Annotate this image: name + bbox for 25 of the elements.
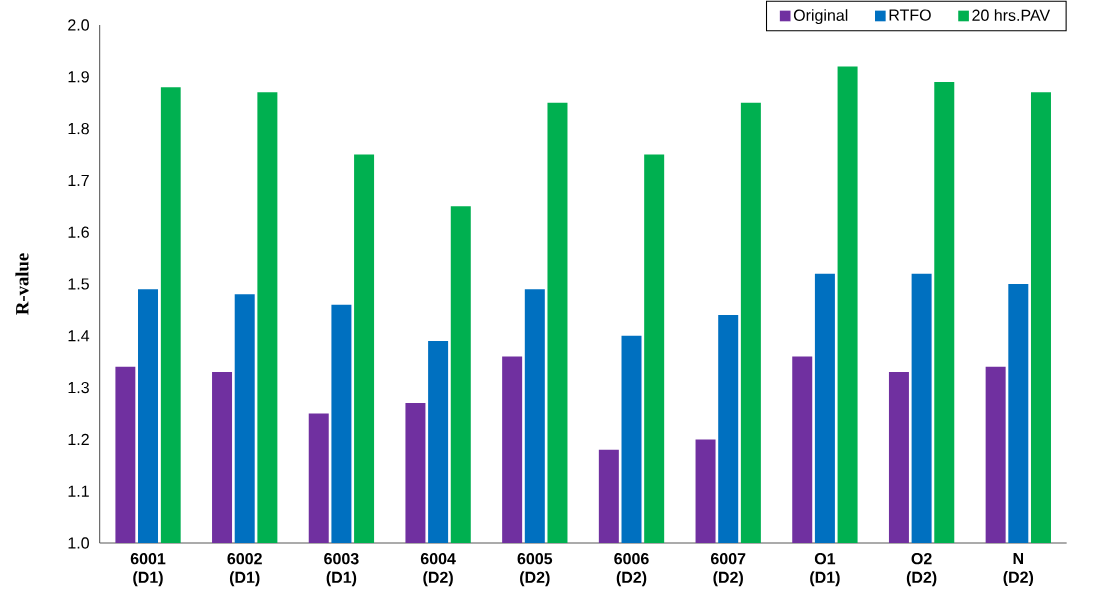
- x-tick-label: 6005 (D2): [517, 553, 553, 587]
- legend-label: 20 hrs.PAV: [972, 9, 1051, 21]
- x-tick-label: O1 (D1): [810, 553, 840, 587]
- x-tick-label: O2 (D2): [906, 553, 937, 587]
- y-tick-label: 1.5: [68, 278, 89, 290]
- y-tick-label: 1.4: [68, 330, 90, 342]
- y-tick-label: 1.0: [68, 537, 89, 549]
- x-tick-label: N (D2): [1003, 553, 1034, 587]
- x-tick-label: 6007 (D2): [711, 553, 746, 587]
- x-tick-label: 6003 (D1): [324, 553, 359, 587]
- x-tick-label: 6004 (D2): [420, 553, 456, 587]
- y-tick-label: 2.0: [68, 19, 89, 31]
- y-tick-label: 1.3: [68, 381, 89, 394]
- y-tick-label: 1.7: [68, 174, 89, 186]
- legend-label: Original: [793, 9, 848, 25]
- y-axis-title: R-value: [15, 253, 29, 315]
- x-tick-label: 6006 (D2): [614, 553, 649, 587]
- y-tick-label: 1.2: [68, 433, 89, 445]
- y-tick-label: 1.8: [68, 122, 89, 135]
- y-tick-label: 1.1: [68, 485, 89, 497]
- x-tick-label: 6002 (D1): [227, 553, 262, 587]
- x-tick-label: 6001 (D1): [130, 553, 166, 587]
- legend-label: RTFO: [889, 9, 931, 21]
- y-tick-label: 1.9: [68, 71, 89, 83]
- y-tick-label: 1.6: [68, 226, 89, 238]
